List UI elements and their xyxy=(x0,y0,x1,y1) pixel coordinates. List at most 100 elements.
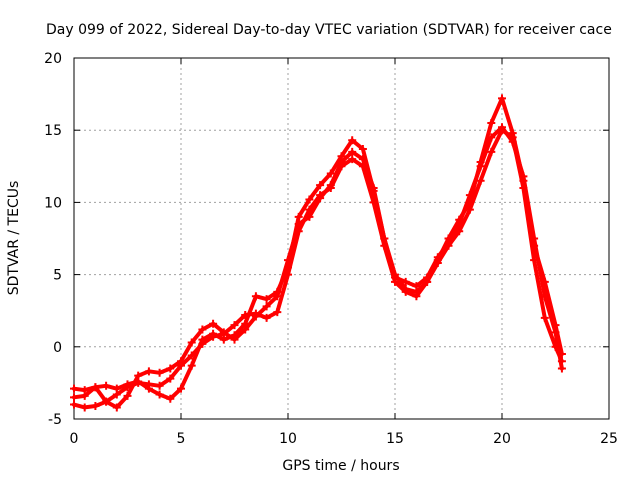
data-point xyxy=(273,292,282,301)
data-point xyxy=(80,391,89,400)
data-point xyxy=(80,403,89,412)
x-tick-label: 15 xyxy=(386,431,404,447)
x-tick-label: 5 xyxy=(177,431,186,447)
data-point xyxy=(284,256,292,265)
data-point xyxy=(498,123,506,132)
data-point xyxy=(251,312,260,321)
data-point xyxy=(508,137,517,146)
data-point xyxy=(557,364,566,373)
data-point xyxy=(348,136,357,145)
data-point xyxy=(166,374,175,383)
data-point xyxy=(444,238,453,247)
y-tick-label: 5 xyxy=(53,268,62,284)
data-point xyxy=(391,273,399,282)
data-point xyxy=(273,308,282,317)
data-point xyxy=(187,338,196,347)
data-point xyxy=(123,391,132,400)
data-point xyxy=(423,273,432,282)
data-point xyxy=(134,371,143,380)
data-point xyxy=(530,234,539,243)
data-point xyxy=(155,381,164,390)
data-point xyxy=(166,364,175,373)
y-axis-label: SDTVAR / TECUs xyxy=(6,181,22,296)
data-point xyxy=(337,157,346,166)
data-point xyxy=(401,285,410,294)
data-point xyxy=(144,367,153,376)
data-point xyxy=(476,176,485,185)
y-tick-label: 10 xyxy=(44,195,62,211)
data-point xyxy=(476,162,485,171)
series-line xyxy=(72,125,564,410)
x-tick-label: 20 xyxy=(493,431,511,447)
series-track-c xyxy=(70,123,566,412)
data-series xyxy=(70,94,566,412)
plot-frame xyxy=(73,57,610,420)
data-point xyxy=(102,397,111,406)
data-point xyxy=(316,194,325,203)
y-tick-label: 20 xyxy=(44,51,62,67)
data-point xyxy=(326,181,335,190)
data-point xyxy=(487,147,496,156)
data-point xyxy=(326,169,335,178)
data-point xyxy=(241,325,250,334)
data-point xyxy=(380,234,389,243)
x-tick-label: 10 xyxy=(279,431,297,447)
data-point xyxy=(177,384,185,393)
data-point xyxy=(112,403,121,412)
data-point xyxy=(305,212,314,221)
data-point xyxy=(102,381,111,390)
data-point xyxy=(294,212,303,221)
data-point xyxy=(251,292,260,301)
data-point xyxy=(230,335,239,344)
grid xyxy=(74,58,609,419)
data-point xyxy=(219,328,228,337)
data-point xyxy=(209,319,218,328)
data-point xyxy=(294,220,303,229)
data-point xyxy=(262,295,271,304)
data-point xyxy=(487,118,496,127)
data-point xyxy=(187,361,196,370)
data-point xyxy=(177,357,185,366)
data-point xyxy=(155,368,164,377)
data-point xyxy=(508,129,517,138)
data-point xyxy=(455,220,464,229)
data-point xyxy=(219,335,228,344)
data-point xyxy=(487,133,496,142)
data-point xyxy=(358,155,367,164)
data-point xyxy=(166,394,175,403)
data-point xyxy=(519,172,528,181)
data-point xyxy=(230,321,239,330)
x-tick-label: 0 xyxy=(70,431,79,447)
data-point xyxy=(465,191,474,200)
data-point xyxy=(551,328,560,337)
data-point xyxy=(70,400,78,409)
data-point xyxy=(316,181,325,190)
data-point xyxy=(540,292,549,301)
data-point xyxy=(348,155,357,164)
data-point xyxy=(155,390,164,399)
series-line xyxy=(72,128,564,410)
y-tick-label: -5 xyxy=(48,412,62,428)
data-point xyxy=(262,313,271,322)
data-point xyxy=(358,144,367,153)
data-point xyxy=(91,402,100,411)
data-point xyxy=(112,384,121,393)
x-tick-label: 25 xyxy=(600,431,618,447)
data-point xyxy=(369,183,378,192)
data-point xyxy=(412,282,421,291)
data-point xyxy=(305,195,314,204)
data-point xyxy=(70,384,78,393)
data-point xyxy=(198,335,207,344)
axis-ticks: 0 5 10 15 20 25 -5 0 5 10 15 20 xyxy=(44,51,618,447)
data-point xyxy=(540,313,549,322)
data-point xyxy=(70,393,78,402)
chart-title: Day 099 of 2022, Sidereal Day-to-day VTE… xyxy=(46,22,612,38)
y-tick-label: 0 xyxy=(53,340,62,356)
series-track-a xyxy=(70,126,566,412)
data-point xyxy=(498,94,506,103)
data-point xyxy=(123,380,132,389)
data-point xyxy=(348,147,357,156)
data-point xyxy=(144,384,153,393)
data-point xyxy=(209,329,218,338)
